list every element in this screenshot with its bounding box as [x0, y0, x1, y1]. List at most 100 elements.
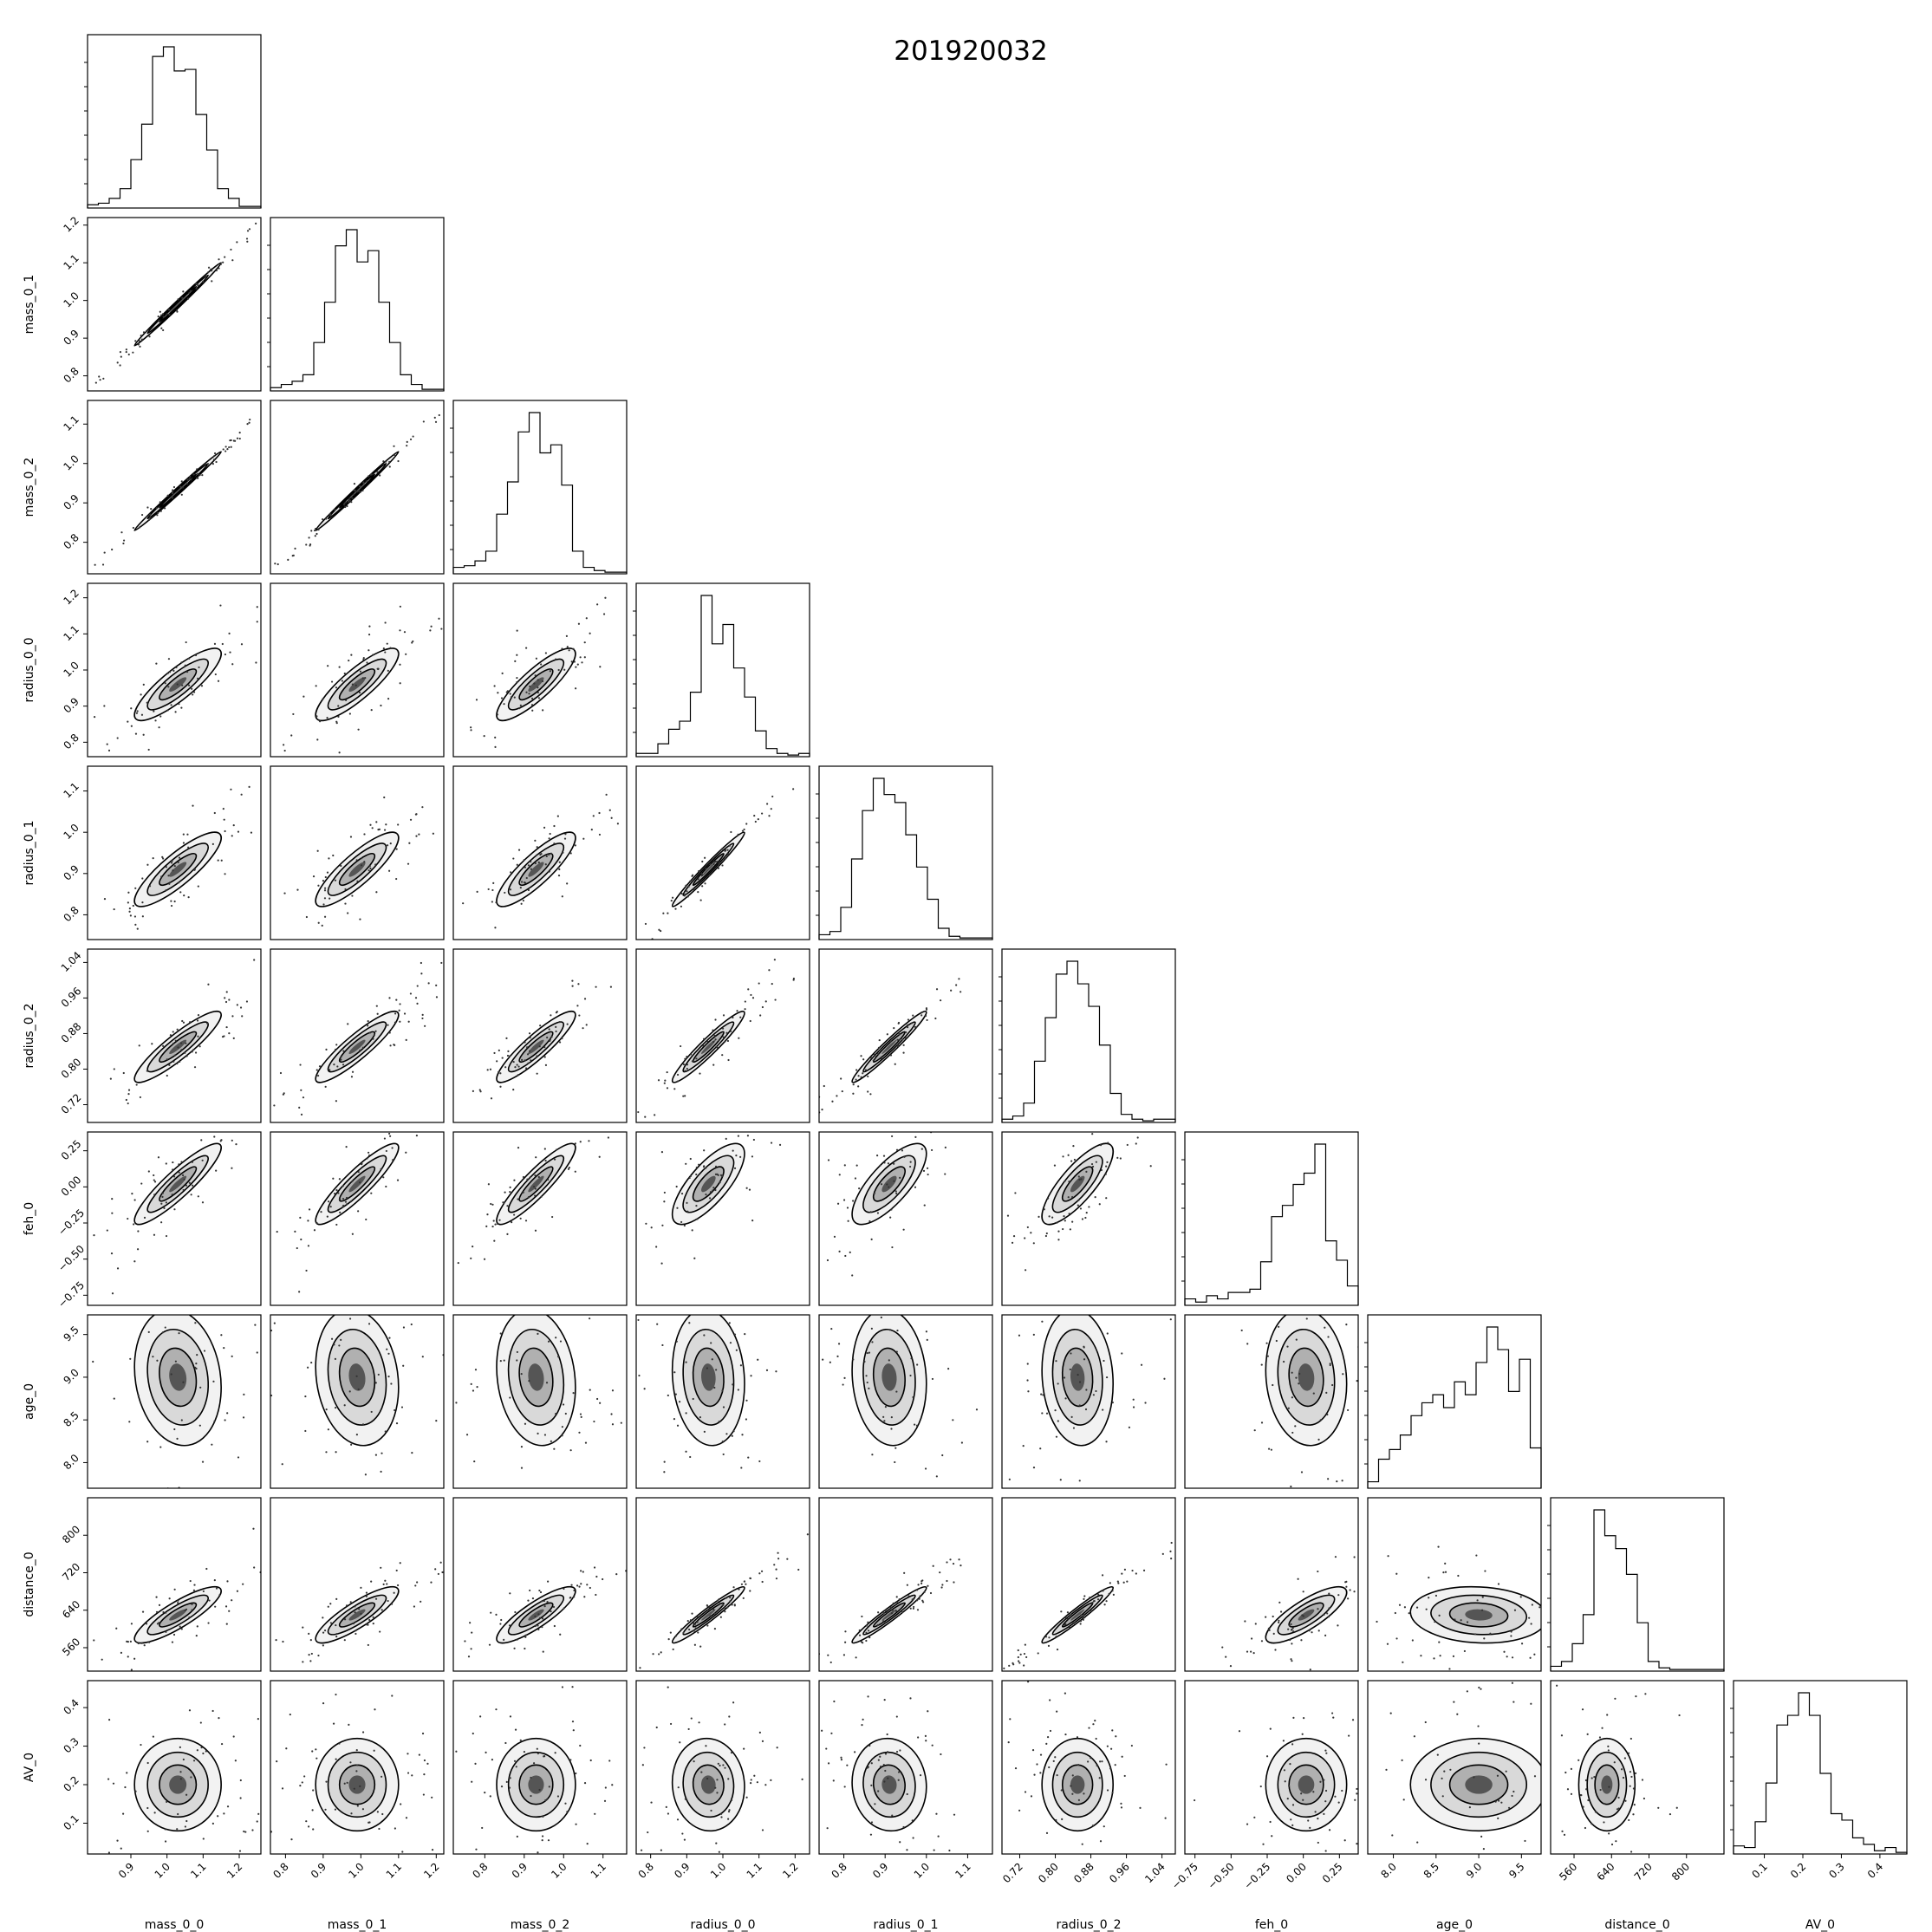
- panel-mass-0-2-vs-feh-0: [452, 1109, 628, 1306]
- sample-point: [435, 984, 438, 986]
- sample-point: [1272, 1383, 1274, 1387]
- sample-point: [1351, 1719, 1355, 1721]
- sample-point: [891, 1246, 894, 1249]
- sample-point: [202, 1590, 205, 1593]
- histogram-radius-0-2: [1001, 960, 1176, 1122]
- sample-point: [883, 1420, 886, 1422]
- sample-point: [526, 1053, 530, 1056]
- sample-point: [869, 1833, 873, 1836]
- sample-point: [608, 809, 611, 811]
- sample-point: [329, 1206, 332, 1208]
- sample-point: [679, 1912, 680, 1914]
- sample-point: [1106, 1789, 1109, 1792]
- sample-point: [381, 1452, 383, 1454]
- sample-point: [254, 1324, 257, 1326]
- panel-frame: [1001, 1314, 1176, 1489]
- sample-point: [393, 453, 396, 457]
- sample-point: [1297, 1577, 1299, 1580]
- sample-point: [1345, 1585, 1348, 1588]
- sample-point: [179, 1060, 181, 1063]
- sample-point: [1564, 1799, 1566, 1801]
- sample-point: [178, 881, 180, 884]
- sample-point: [714, 1786, 717, 1789]
- sample-point: [862, 1311, 863, 1312]
- sample-point: [113, 907, 115, 911]
- sample-point: [139, 345, 141, 348]
- sample-point: [407, 1753, 409, 1755]
- sample-point: [476, 890, 478, 893]
- sample-point: [543, 826, 546, 829]
- sample-point: [561, 1037, 563, 1040]
- sample-point: [224, 1419, 226, 1421]
- sample-point: [594, 1125, 595, 1127]
- sample-point: [882, 1611, 885, 1615]
- sample-point: [430, 1362, 432, 1363]
- sample-point: [182, 833, 185, 836]
- sample-point: [1364, 1685, 1366, 1687]
- sample-point: [563, 1587, 565, 1590]
- sample-point: [1286, 1345, 1289, 1348]
- sample-point: [1606, 1677, 1608, 1679]
- sample-point: [979, 1084, 980, 1086]
- sample-point: [673, 1765, 676, 1767]
- sample-point: [1106, 1161, 1109, 1163]
- y-tick-label: 0.9: [61, 328, 81, 348]
- sample-point: [611, 1109, 613, 1111]
- sample-point: [898, 1501, 900, 1503]
- sample-point: [665, 1805, 667, 1809]
- sample-point: [116, 1267, 120, 1270]
- sample-point: [838, 1250, 841, 1253]
- sample-point: [737, 833, 739, 836]
- sample-point: [512, 1089, 515, 1091]
- sample-point: [583, 1596, 586, 1598]
- sample-point: [948, 1120, 950, 1122]
- sample-point: [1577, 1759, 1580, 1761]
- sample-point: [718, 862, 721, 864]
- hist-panel-distance-0: [1547, 1497, 1725, 1672]
- sample-point: [1556, 1805, 1558, 1807]
- sample-point: [598, 833, 602, 836]
- sample-point: [325, 1780, 328, 1783]
- sample-point: [368, 1323, 371, 1325]
- sample-point: [537, 691, 539, 694]
- sample-point: [505, 1037, 508, 1039]
- sample-point: [686, 895, 689, 898]
- sample-point: [724, 1606, 726, 1609]
- sample-point: [1039, 1772, 1042, 1774]
- panel-feh-0-vs-distance-0: [1184, 1497, 1359, 1672]
- sample-point: [1439, 1655, 1441, 1657]
- sample-point: [344, 505, 347, 509]
- sample-point: [1062, 1227, 1064, 1231]
- sample-point: [533, 682, 536, 685]
- sample-point: [486, 1904, 488, 1906]
- sample-point: [1428, 1597, 1430, 1599]
- sample-point: [472, 1389, 475, 1392]
- density-plot: [103, 785, 253, 930]
- sample-point: [183, 1250, 185, 1252]
- sample-point: [531, 709, 534, 712]
- sample-point: [322, 880, 325, 882]
- sample-point: [623, 754, 625, 756]
- sample-point: [778, 1143, 782, 1146]
- sample-point: [1399, 1391, 1401, 1393]
- sample-point: [1026, 1226, 1029, 1229]
- sample-point: [1087, 1760, 1090, 1763]
- sample-point: [368, 625, 371, 628]
- sample-point: [1319, 1622, 1322, 1624]
- sample-point: [609, 986, 612, 988]
- sample-point: [455, 1750, 458, 1753]
- x-axis-label-mass-0-2: mass_0_2: [511, 1918, 570, 1932]
- sample-point: [506, 690, 509, 693]
- sample-point: [315, 1069, 318, 1071]
- histogram-mass-0-0: [87, 46, 262, 208]
- sample-point: [894, 1447, 897, 1449]
- sample-point: [1289, 1638, 1291, 1642]
- sample-point: [340, 1056, 342, 1058]
- sample-point: [413, 1605, 416, 1608]
- x-tick-label: 0.25: [1320, 1860, 1345, 1885]
- sample-point: [415, 1135, 419, 1137]
- sample-point: [1403, 1606, 1407, 1609]
- sample-point: [337, 705, 340, 707]
- sample-point: [168, 1064, 171, 1066]
